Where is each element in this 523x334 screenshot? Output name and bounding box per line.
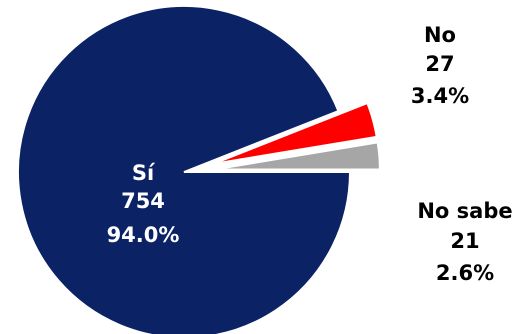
slice-value-no: 27 — [425, 52, 454, 76]
slice-percent-si: 94.0% — [107, 223, 180, 247]
slice-label-no: No — [424, 23, 456, 47]
slice-label-si: Sí — [132, 161, 156, 185]
slice-percent-no: 3.4% — [411, 84, 469, 108]
pie-slice-no — [212, 101, 378, 165]
slice-value-no-sabe: 21 — [450, 229, 479, 253]
slice-value-si: 754 — [121, 189, 165, 213]
pie-slice-si — [17, 5, 352, 334]
slice-labels: Sí 754 94.0% No 27 3.4% No sabe 21 2.6% — [107, 23, 513, 285]
pie-slice-no-sabe — [213, 141, 381, 171]
slice-label-no-sabe: No sabe — [417, 199, 512, 223]
pie-slices — [17, 5, 381, 334]
slice-percent-no-sabe: 2.6% — [436, 261, 494, 285]
